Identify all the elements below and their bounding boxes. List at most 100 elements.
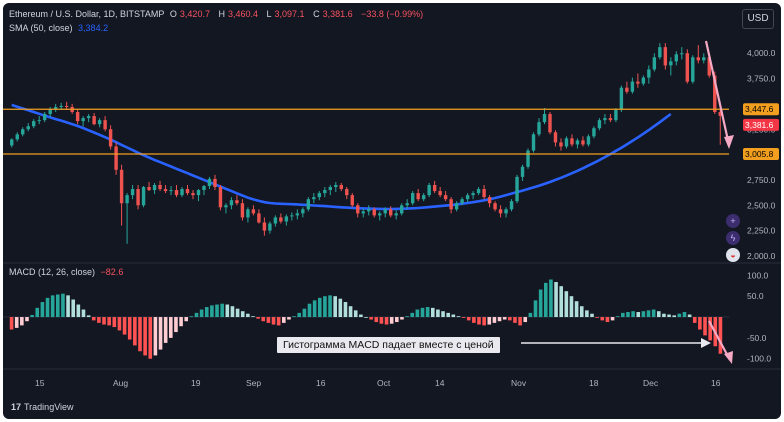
- candle-body: [350, 195, 354, 206]
- macd-bar: [240, 311, 245, 318]
- macd-bar: [364, 317, 368, 318]
- candle-body: [526, 150, 530, 167]
- candle-body: [421, 195, 426, 200]
- candle-body: [619, 87, 624, 110]
- time-tick-label: 19: [191, 378, 201, 388]
- candle-body: [240, 203, 245, 218]
- macd-bar: [14, 317, 19, 328]
- ohlc-low: L 3,097.1: [266, 9, 305, 19]
- candle-body: [542, 114, 547, 123]
- macd-bar: [703, 317, 707, 336]
- macd-bar: [86, 315, 91, 318]
- price-tick-label: 2,250.0: [747, 226, 776, 236]
- macd-bar: [456, 316, 461, 318]
- macd-bar: [667, 314, 671, 318]
- macd-bar: [81, 309, 86, 318]
- macd-bar: [287, 317, 291, 320]
- macd-bar: [641, 311, 646, 318]
- price-legend: Ethereum / U.S. Dollar, 1D, BITSTAMP O 3,…: [9, 9, 426, 19]
- macd-bar: [600, 317, 605, 321]
- candle-body: [399, 205, 404, 214]
- price-tag-label-resistance: 3,447.6: [745, 104, 774, 114]
- candle-body: [103, 120, 107, 130]
- macd-bar: [9, 317, 14, 330]
- candle-body: [268, 223, 272, 231]
- candle-body: [32, 121, 36, 127]
- tradingview-logo[interactable]: 17 TradingView: [11, 402, 74, 412]
- macd-bar: [677, 313, 682, 318]
- macd-bar: [343, 302, 348, 318]
- candle-body: [581, 140, 585, 145]
- candle-body: [202, 186, 206, 191]
- macd-bar: [692, 317, 697, 323]
- candle-body: [196, 190, 201, 196]
- time-tick-label: 14: [435, 378, 445, 388]
- macd-bar: [698, 317, 702, 330]
- candle-body: [136, 189, 140, 206]
- candle-body: [251, 209, 256, 214]
- candle-body: [416, 193, 420, 200]
- macd-bar: [127, 317, 132, 340]
- candle-body: [614, 109, 618, 121]
- price-tag-resistance: [743, 103, 779, 116]
- candle-body: [515, 176, 519, 202]
- ohlc-high: H 3,460.4: [218, 9, 258, 19]
- macd-arrowhead: [724, 351, 733, 364]
- lightning-icon[interactable]: ϟ: [726, 231, 740, 245]
- macd-bar: [112, 317, 117, 328]
- sma-value: 3,384.2: [78, 23, 109, 33]
- candle-body: [378, 213, 382, 216]
- candle-body: [713, 75, 717, 113]
- macd-bar: [579, 306, 584, 318]
- macd-bar: [523, 317, 528, 323]
- macd-bar: [323, 296, 327, 318]
- macd-bar: [374, 317, 379, 323]
- candle-body: [636, 81, 640, 84]
- flag-icon[interactable]: ◒: [726, 248, 740, 262]
- macd-bar: [626, 312, 630, 318]
- candle-body: [147, 187, 151, 191]
- candle-body: [438, 191, 442, 196]
- candle-body: [553, 132, 558, 143]
- macd-bar: [266, 317, 271, 323]
- sma-label: SMA (50, close): [9, 23, 73, 33]
- macd-bar: [389, 317, 394, 324]
- axes: 4,000.03,750.03,250.02,750.02,500.02,250…: [35, 48, 779, 388]
- price-tick-label: 2,000.0: [747, 251, 776, 261]
- macd-bar: [518, 317, 522, 326]
- macd-bar: [143, 317, 147, 356]
- macd-bar: [102, 317, 106, 325]
- candle-body: [663, 47, 668, 66]
- candle-body: [564, 138, 569, 147]
- price-tick-label: 2,750.0: [747, 175, 776, 185]
- plus-icon[interactable]: +: [726, 214, 740, 228]
- candle-body: [130, 189, 135, 196]
- branding-text: TradingView: [24, 402, 74, 412]
- time-tick-label: Nov: [511, 378, 527, 388]
- macd-bar: [502, 317, 507, 320]
- currency-button[interactable]: USD: [742, 9, 774, 29]
- time-tick-label: 15: [35, 378, 45, 388]
- candle-body: [48, 108, 52, 115]
- macd-bar: [559, 286, 563, 318]
- candle-body: [383, 209, 387, 214]
- macd-bar: [338, 298, 343, 318]
- macd-bar: [554, 282, 558, 318]
- macd-bar: [379, 317, 384, 324]
- macd-bar: [369, 317, 373, 320]
- candle-body: [86, 116, 91, 119]
- macd-bar: [317, 297, 322, 318]
- candle-body: [158, 184, 162, 190]
- macd-bar: [636, 312, 641, 318]
- candle-body: [432, 184, 437, 192]
- candle-body: [509, 201, 514, 210]
- macd-bar: [646, 310, 651, 318]
- macd-bar: [204, 307, 209, 318]
- price-arrowhead: [724, 135, 734, 149]
- candle-body: [586, 136, 591, 145]
- candle-body: [465, 195, 470, 200]
- macd-bar: [656, 311, 661, 318]
- chart-svg[interactable]: 4,000.03,750.03,250.02,750.02,500.02,250…: [3, 3, 781, 419]
- macd-bar: [333, 296, 337, 318]
- candle-body: [42, 114, 47, 121]
